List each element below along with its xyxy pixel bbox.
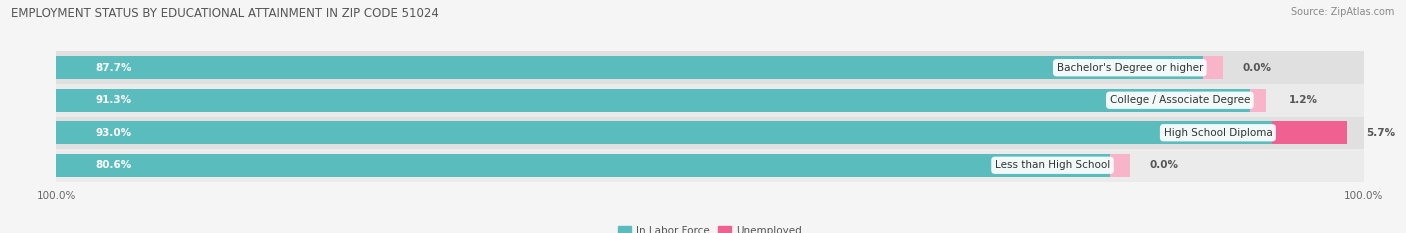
Bar	[1111, 154, 1130, 177]
Bar	[56, 89, 1250, 112]
Text: 93.0%: 93.0%	[96, 128, 132, 138]
Bar	[56, 84, 1364, 116]
Text: High School Diploma: High School Diploma	[1164, 128, 1272, 138]
Bar	[56, 51, 1364, 84]
Text: 0.0%: 0.0%	[1243, 63, 1271, 73]
Text: Source: ZipAtlas.com: Source: ZipAtlas.com	[1291, 7, 1395, 17]
Text: 0.0%: 0.0%	[1149, 160, 1178, 170]
Text: 91.3%: 91.3%	[96, 95, 132, 105]
Text: 80.6%: 80.6%	[96, 160, 132, 170]
Bar	[56, 154, 1111, 177]
Bar	[56, 121, 1272, 144]
Bar	[1272, 121, 1347, 144]
Text: 87.7%: 87.7%	[96, 63, 132, 73]
Text: EMPLOYMENT STATUS BY EDUCATIONAL ATTAINMENT IN ZIP CODE 51024: EMPLOYMENT STATUS BY EDUCATIONAL ATTAINM…	[11, 7, 439, 20]
Legend: In Labor Force, Unemployed: In Labor Force, Unemployed	[614, 222, 806, 233]
Bar	[1250, 89, 1265, 112]
Text: College / Associate Degree: College / Associate Degree	[1109, 95, 1250, 105]
Bar	[56, 149, 1364, 182]
Text: 1.2%: 1.2%	[1289, 95, 1319, 105]
Text: 5.7%: 5.7%	[1367, 128, 1396, 138]
Bar	[56, 116, 1364, 149]
Text: Bachelor's Degree or higher: Bachelor's Degree or higher	[1057, 63, 1204, 73]
Bar	[56, 56, 1204, 79]
Text: Less than High School: Less than High School	[995, 160, 1111, 170]
Bar	[1204, 56, 1223, 79]
